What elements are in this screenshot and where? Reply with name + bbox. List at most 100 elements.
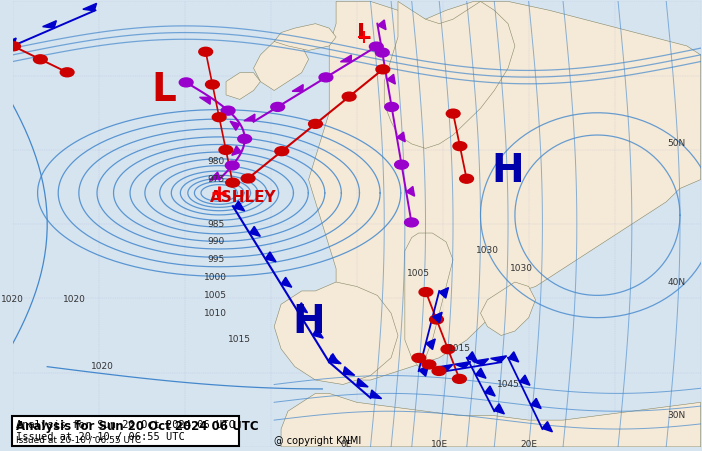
- Text: 990: 990: [207, 237, 225, 246]
- Polygon shape: [467, 352, 477, 362]
- Polygon shape: [250, 226, 260, 236]
- Circle shape: [226, 178, 239, 187]
- Circle shape: [179, 78, 193, 87]
- Polygon shape: [340, 55, 352, 62]
- Text: 1005: 1005: [204, 291, 227, 300]
- Polygon shape: [378, 20, 386, 30]
- Text: Analysis for Sun 20 Oct 2024 06 UTC: Analysis for Sun 20 Oct 2024 06 UTC: [16, 420, 259, 433]
- Polygon shape: [297, 303, 307, 313]
- Circle shape: [60, 68, 74, 77]
- Polygon shape: [508, 352, 519, 362]
- Text: 1030: 1030: [510, 264, 534, 273]
- Polygon shape: [292, 85, 303, 92]
- Circle shape: [271, 102, 284, 111]
- Circle shape: [343, 92, 356, 101]
- Polygon shape: [330, 355, 341, 364]
- Circle shape: [404, 218, 418, 227]
- Circle shape: [376, 48, 389, 57]
- Polygon shape: [397, 132, 405, 142]
- Polygon shape: [265, 252, 276, 262]
- Circle shape: [206, 80, 219, 89]
- Polygon shape: [209, 172, 220, 180]
- Polygon shape: [281, 277, 292, 287]
- Circle shape: [432, 367, 446, 375]
- Circle shape: [376, 65, 390, 74]
- Text: ASHLEY: ASHLEY: [210, 190, 277, 205]
- Circle shape: [219, 146, 233, 154]
- Polygon shape: [384, 1, 515, 148]
- Circle shape: [453, 142, 467, 151]
- Text: H: H: [491, 152, 524, 190]
- Polygon shape: [437, 364, 453, 371]
- Text: 1015: 1015: [228, 336, 251, 345]
- Circle shape: [395, 160, 409, 169]
- Text: 0E: 0E: [340, 440, 352, 449]
- Polygon shape: [439, 288, 449, 298]
- Polygon shape: [405, 233, 453, 367]
- Text: 1020: 1020: [91, 362, 114, 371]
- Polygon shape: [312, 328, 323, 338]
- Polygon shape: [425, 339, 435, 350]
- Polygon shape: [406, 186, 415, 196]
- Polygon shape: [274, 23, 336, 51]
- Polygon shape: [494, 404, 504, 414]
- Circle shape: [422, 360, 436, 369]
- Polygon shape: [455, 362, 470, 368]
- Text: 1005: 1005: [407, 269, 430, 278]
- Polygon shape: [2, 38, 16, 46]
- Polygon shape: [230, 121, 240, 130]
- Polygon shape: [253, 37, 309, 91]
- Polygon shape: [542, 422, 552, 432]
- Circle shape: [385, 102, 399, 111]
- Text: 985: 985: [207, 220, 225, 229]
- Polygon shape: [432, 312, 442, 323]
- Circle shape: [453, 374, 466, 383]
- Polygon shape: [419, 366, 428, 376]
- Text: 50N: 50N: [668, 139, 686, 148]
- Polygon shape: [370, 390, 382, 399]
- Text: 980: 980: [207, 157, 225, 166]
- Circle shape: [319, 73, 333, 82]
- Text: 1015: 1015: [449, 345, 471, 353]
- Polygon shape: [309, 1, 701, 380]
- Text: 995: 995: [207, 255, 225, 264]
- Polygon shape: [519, 375, 530, 385]
- Text: H: H: [292, 303, 325, 341]
- Text: 40N: 40N: [668, 277, 686, 286]
- Polygon shape: [387, 74, 395, 84]
- Text: 10E: 10E: [431, 440, 448, 449]
- Text: 1000: 1000: [204, 273, 227, 282]
- Circle shape: [460, 174, 473, 183]
- Text: 975: 975: [207, 175, 225, 184]
- Text: L: L: [152, 71, 177, 110]
- Circle shape: [419, 288, 433, 297]
- Circle shape: [6, 42, 20, 51]
- Polygon shape: [472, 359, 489, 365]
- Circle shape: [221, 106, 235, 115]
- Polygon shape: [329, 354, 339, 364]
- Polygon shape: [281, 393, 701, 447]
- Polygon shape: [531, 398, 541, 409]
- Circle shape: [275, 147, 289, 156]
- Polygon shape: [232, 146, 241, 155]
- Circle shape: [369, 42, 383, 51]
- Polygon shape: [244, 114, 255, 121]
- Circle shape: [34, 55, 47, 64]
- Polygon shape: [491, 356, 507, 362]
- Text: 1010: 1010: [204, 309, 227, 318]
- Polygon shape: [199, 97, 211, 104]
- Text: L: L: [357, 23, 371, 42]
- Polygon shape: [274, 282, 398, 385]
- Text: 20E: 20E: [520, 440, 537, 449]
- Polygon shape: [485, 386, 495, 396]
- Polygon shape: [343, 367, 355, 375]
- Circle shape: [241, 174, 255, 183]
- Circle shape: [199, 47, 213, 56]
- Circle shape: [412, 354, 425, 363]
- Text: Analysis for Sun 20 Oct 2024 06 UTC
Issued at 20-10 / 06:55 UTC: Analysis for Sun 20 Oct 2024 06 UTC Issu…: [16, 420, 235, 442]
- Text: 1045: 1045: [496, 380, 519, 389]
- Circle shape: [212, 113, 226, 122]
- Polygon shape: [83, 3, 97, 11]
- Circle shape: [309, 120, 322, 129]
- Circle shape: [441, 345, 455, 354]
